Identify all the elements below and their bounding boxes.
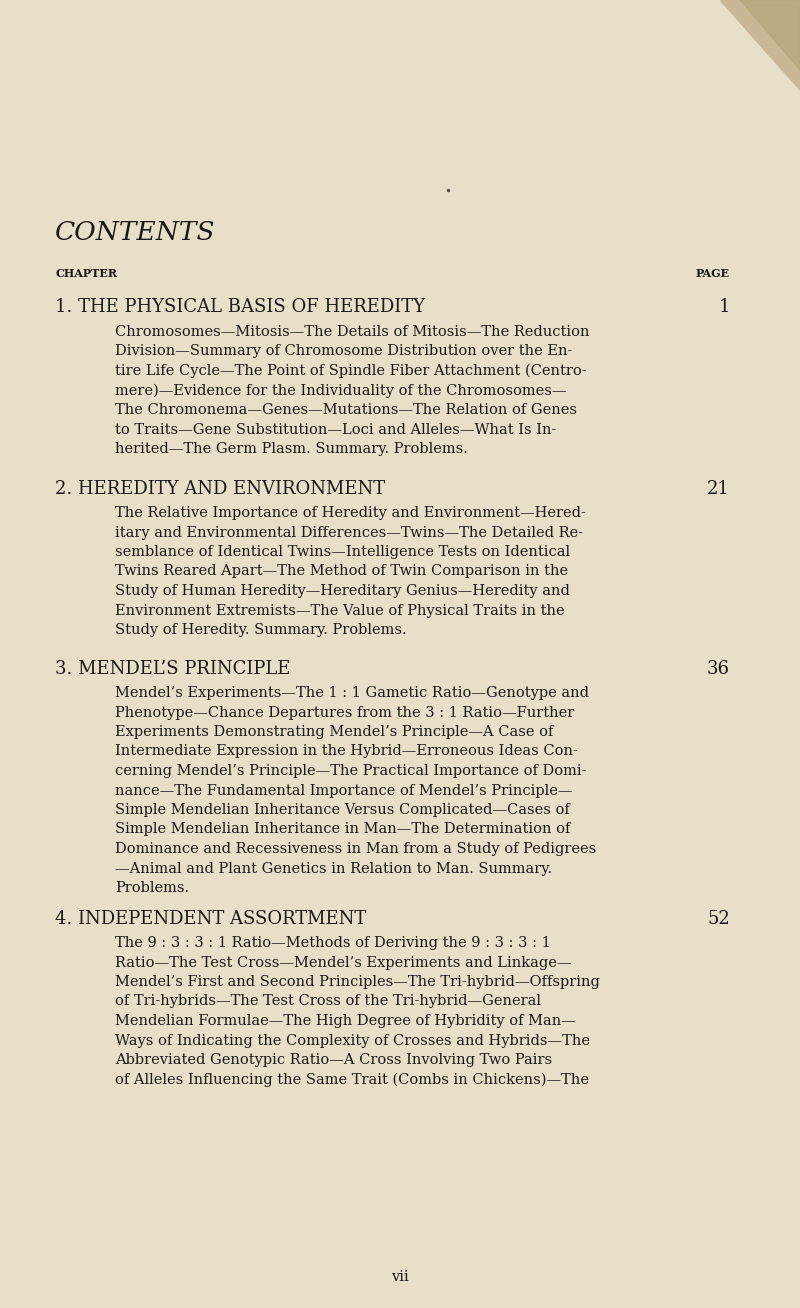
Text: Intermediate Expression in the Hybrid—Erroneous Ideas Con-: Intermediate Expression in the Hybrid—Er… [115,744,578,759]
Text: of Tri-hybrids—The Test Cross of the Tri-hybrid—General: of Tri-hybrids—The Test Cross of the Tri… [115,994,541,1008]
Text: Ratio—The Test Cross—Mendel’s Experiments and Linkage—: Ratio—The Test Cross—Mendel’s Experiment… [115,956,571,969]
Text: Study of Heredity. Summary. Problems.: Study of Heredity. Summary. Problems. [115,623,406,637]
Text: —Animal and Plant Genetics in Relation to Man. Summary.: —Animal and Plant Genetics in Relation t… [115,862,552,875]
Text: Simple Mendelian Inheritance in Man—The Determination of: Simple Mendelian Inheritance in Man—The … [115,823,570,837]
Text: to Traits—Gene Substitution—Loci and Alleles—What Is In-: to Traits—Gene Substitution—Loci and All… [115,422,556,437]
Text: Division—Summary of Chromosome Distribution over the En-: Division—Summary of Chromosome Distribut… [115,344,572,358]
Text: itary and Environmental Differences—Twins—The Detailed Re-: itary and Environmental Differences—Twin… [115,526,583,539]
Text: vii: vii [391,1270,409,1284]
Text: 2. HEREDITY AND ENVIRONMENT: 2. HEREDITY AND ENVIRONMENT [55,480,385,498]
Text: tire Life Cycle—The Point of Spindle Fiber Attachment (Centro-: tire Life Cycle—The Point of Spindle Fib… [115,364,586,378]
Text: nance—The Fundamental Importance of Mendel’s Principle—: nance—The Fundamental Importance of Mend… [115,783,573,798]
Text: The Relative Importance of Heredity and Environment—Hered-: The Relative Importance of Heredity and … [115,506,586,521]
Text: Phenotype—Chance Departures from the 3 : 1 Ratio—Further: Phenotype—Chance Departures from the 3 :… [115,705,574,719]
Text: Mendel’s Experiments—The 1 : 1 Gametic Ratio—Genotype and: Mendel’s Experiments—The 1 : 1 Gametic R… [115,685,589,700]
Text: Chromosomes—Mitosis—The Details of Mitosis—The Reduction: Chromosomes—Mitosis—The Details of Mitos… [115,324,590,339]
Text: Environment Extremists—The Value of Physical Traits in the: Environment Extremists—The Value of Phys… [115,603,565,617]
Text: 1: 1 [718,298,730,317]
Text: Problems.: Problems. [115,882,189,895]
Text: Abbreviated Genotypic Ratio—A Cross Involving Two Pairs: Abbreviated Genotypic Ratio—A Cross Invo… [115,1053,552,1067]
Text: Mendel’s First and Second Principles—The Tri-hybrid—Offspring: Mendel’s First and Second Principles—The… [115,974,600,989]
Text: 52: 52 [707,910,730,927]
Text: herited—The Germ Plasm. Summary. Problems.: herited—The Germ Plasm. Summary. Problem… [115,442,468,456]
Polygon shape [740,0,800,71]
Text: semblance of Identical Twins—Intelligence Tests on Identical: semblance of Identical Twins—Intelligenc… [115,545,570,559]
Text: Ways of Indicating the Complexity of Crosses and Hybrids—The: Ways of Indicating the Complexity of Cro… [115,1033,590,1048]
Text: mere)—Evidence for the Individuality of the Chromosomes—: mere)—Evidence for the Individuality of … [115,383,566,398]
Text: The Chromonema—Genes—Mutations—The Relation of Genes: The Chromonema—Genes—Mutations—The Relat… [115,403,577,417]
Text: PAGE: PAGE [696,268,730,279]
Text: 36: 36 [707,661,730,678]
Text: of Alleles Influencing the Same Trait (Combs in Chickens)—The: of Alleles Influencing the Same Trait (C… [115,1073,589,1087]
Text: 1. THE PHYSICAL BASIS OF HEREDITY: 1. THE PHYSICAL BASIS OF HEREDITY [55,298,425,317]
Text: The 9 : 3 : 3 : 1 Ratio—Methods of Deriving the 9 : 3 : 3 : 1: The 9 : 3 : 3 : 1 Ratio—Methods of Deriv… [115,937,550,950]
Text: 21: 21 [707,480,730,498]
Text: Mendelian Formulae—The High Degree of Hybridity of Man—: Mendelian Formulae—The High Degree of Hy… [115,1014,576,1028]
Polygon shape [720,0,800,90]
Text: Twins Reared Apart—The Method of Twin Comparison in the: Twins Reared Apart—The Method of Twin Co… [115,565,568,578]
Text: 4. INDEPENDENT ASSORTMENT: 4. INDEPENDENT ASSORTMENT [55,910,366,927]
Text: Simple Mendelian Inheritance Versus Complicated—Cases of: Simple Mendelian Inheritance Versus Comp… [115,803,570,818]
Text: CHAPTER: CHAPTER [55,268,117,279]
Text: CONTENTS: CONTENTS [55,220,216,245]
Text: Dominance and Recessiveness in Man from a Study of Pedigrees: Dominance and Recessiveness in Man from … [115,842,596,855]
Text: Experiments Demonstrating Mendel’s Principle—A Case of: Experiments Demonstrating Mendel’s Princ… [115,725,554,739]
Text: cerning Mendel’s Principle—The Practical Importance of Domi-: cerning Mendel’s Principle—The Practical… [115,764,586,778]
Text: Study of Human Heredity—Hereditary Genius—Heredity and: Study of Human Heredity—Hereditary Geniu… [115,583,570,598]
Text: 3. MENDEL’S PRINCIPLE: 3. MENDEL’S PRINCIPLE [55,661,290,678]
